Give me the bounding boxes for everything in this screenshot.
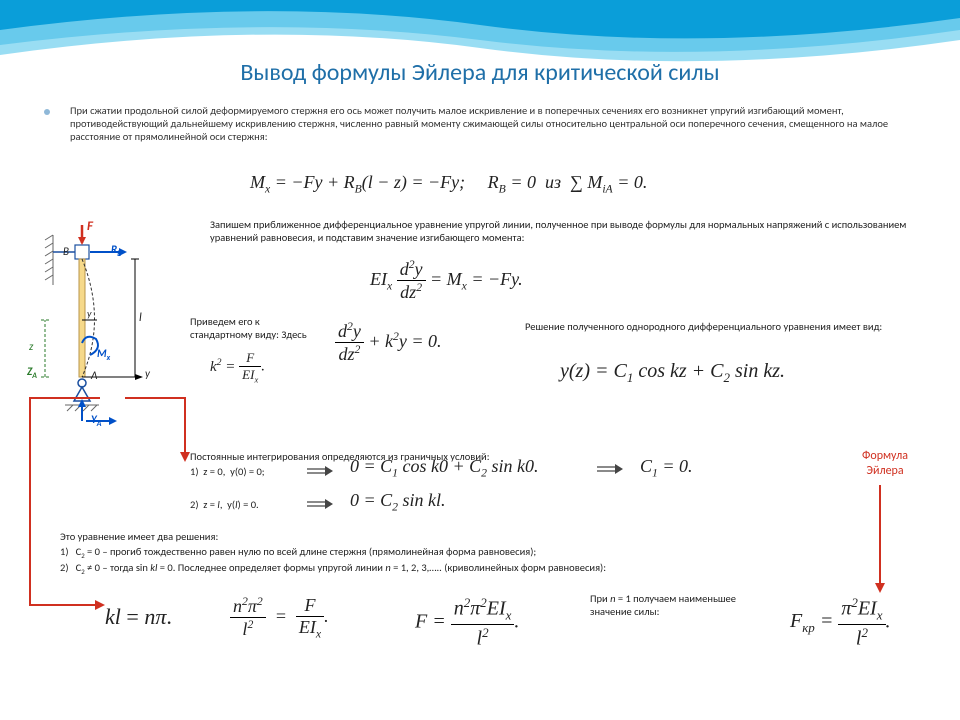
eq-r1-rd: EIx [296,617,324,641]
diag-yaxis: y [145,367,150,380]
eq-bc1: 0 = C1 cos k0 + C2 sin k0. [350,456,539,480]
text-sol: Решение полученного однородного дифферен… [525,320,895,333]
eq-ei-den: dz2 [397,281,426,303]
eq-moment: Mx = −Fy + RB(l − z) = −Fy; RB = 0 из ∑ … [250,172,647,196]
eq-ei-right: = Mx = −Fy. [430,269,523,289]
eq-k2-d: EIx [239,367,261,385]
eq-r1-n: n2π2 [230,595,266,618]
eq-r1-rn: F [296,595,324,617]
diag-Mx: Mx [97,347,110,363]
text-de: Запишем приближенное дифференциальное ур… [210,218,920,244]
eq-ratio: n2π2l2 = FEIx. [230,595,329,641]
eq-Fcr-l: Fкр = [790,610,833,632]
eq-r1-d: l2 [230,618,266,640]
eq-std-r: + k2y = 0. [368,331,441,351]
red-guide-left [20,380,190,640]
intro-text: При сжатии продольной силой деформируемо… [70,104,920,143]
eq-k2-l: k2 = [210,359,235,375]
eq-F-n: n2π2EIx [451,595,515,625]
bullet [44,109,50,115]
diag-RB: RB [111,243,122,259]
bc2: 2) z = l, y(l) = 0. [190,498,259,511]
red-guide-right [860,480,920,640]
eq-ei: EIx d2ydz2 = Mx = −Fy. [370,258,523,303]
euler-label: Формула Эйлера [845,449,925,479]
arrow-implies-2 [305,497,333,511]
eq-std: d2ydz2 + k2y = 0. [335,320,441,365]
eq-std-d: dz2 [335,343,364,365]
arrow-implies-3 [595,462,623,476]
text-std: Приведем его к стандартному виду: Здесь [190,315,320,341]
diag-z: z [29,340,33,353]
text-n1: При n = 1 получаем наименьшее значение с… [590,592,770,618]
eq-sol: y(z) = C1 cos kz + C2 sin kz. [560,360,785,386]
diag-y: y [87,307,91,320]
eq-F: F = n2π2EIxl2. [415,595,519,650]
diag-l: l [139,311,142,325]
diag-F: F [87,219,93,234]
eq-bc2: 0 = C2 sin kl. [350,490,446,514]
eq-k2-n: F [239,350,261,367]
diag-B: B [63,245,69,258]
eq-F-l: F = [415,610,446,632]
eq-c1: C1 = 0. [640,456,693,480]
eq-F-d: l2 [451,625,515,651]
diag-ZA: ZA [27,365,37,381]
arrow-implies-1 [305,464,333,478]
eq-ei-left: EIx [370,269,392,289]
slide-title: Вывод формулы Эйлера для критической сил… [0,58,960,87]
eq-std-n: d2y [335,320,364,343]
eq-ei-num: d2y [397,258,426,281]
eq-k2: k2 = FEIx. [210,350,265,385]
bc1: 1) z = 0, y(0) = 0; [190,465,265,478]
